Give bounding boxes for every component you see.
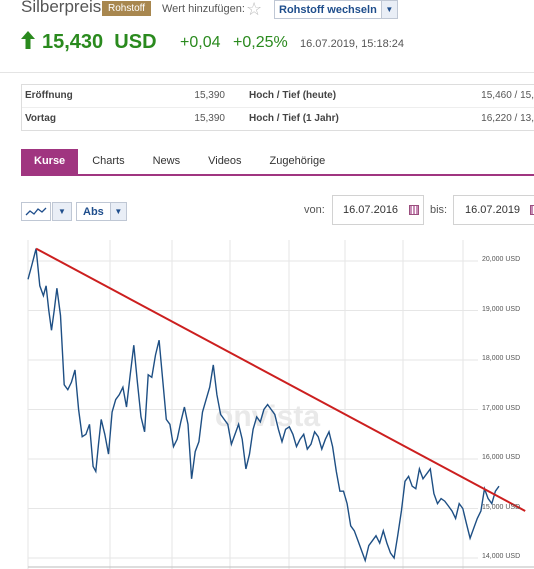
price-change: +0,04	[180, 34, 221, 51]
tab-charts[interactable]: Charts	[92, 155, 125, 167]
tab-related[interactable]: Zugehörige	[269, 155, 326, 167]
to-date-input[interactable]: 16.07.2019	[453, 195, 534, 225]
stat-label: Hoch / Tief (heute)	[249, 90, 337, 101]
star-icon[interactable]: ☆	[246, 0, 263, 19]
table-row: Eröffnung 15,390 Hoch / Tief (heute) 15,…	[22, 85, 534, 107]
price-value: 15,430	[42, 31, 104, 53]
arrow-up-icon	[21, 31, 35, 49]
price-change-percent: +0,25%	[233, 34, 288, 51]
y-tick-label: 15,000 USD	[482, 503, 521, 511]
category-badge: Rohstoff	[102, 1, 152, 16]
chart-type-dropdown[interactable]	[21, 202, 51, 221]
y-tick-label: 18,000 USD	[482, 355, 521, 362]
commodity-switch-dropdown[interactable]: Rohstoff wechseln ▼	[274, 0, 398, 19]
add-to-watchlist-label: Wert hinzufügen:	[162, 3, 245, 15]
from-date-input[interactable]: 16.07.2016	[332, 195, 424, 225]
chevron-down-icon[interactable]: ▼	[380, 1, 397, 18]
price-timestamp: 16.07.2019, 15:18:24	[300, 38, 404, 50]
y-tick-label: 20,000 USD	[482, 256, 521, 263]
to-label: bis:	[430, 204, 448, 216]
trend-line	[35, 247, 526, 512]
to-date-value: 16.07.2019	[465, 204, 521, 216]
scale-dropdown[interactable]: Abs ▼	[76, 202, 127, 221]
price-currency: USD	[114, 31, 157, 53]
from-label: von:	[304, 204, 325, 216]
table-row: Vortag 15,390 Hoch / Tief (1 Jahr) 16,22…	[22, 107, 534, 130]
stat-value: 15,390	[194, 90, 225, 101]
stat-label: Vortag	[25, 113, 56, 124]
stat-value: 15,390	[194, 113, 225, 124]
stats-table: Eröffnung 15,390 Hoch / Tief (heute) 15,…	[21, 84, 534, 131]
price-chart[interactable]	[0, 230, 534, 569]
y-tick-label: 14,000 USD	[482, 553, 521, 560]
tab-bar: Kurse Charts News Videos Zugehörige	[21, 149, 534, 176]
calendar-icon[interactable]	[409, 205, 419, 215]
stat-label: Hoch / Tief (1 Jahr)	[249, 113, 339, 124]
y-tick-label: 16,000 USD	[482, 454, 521, 461]
tab-kurse[interactable]: Kurse	[21, 149, 79, 174]
stat-label: Eröffnung	[25, 90, 73, 101]
stat-value: 16,220 / 13,	[481, 113, 534, 124]
line-chart-icon	[25, 207, 47, 216]
stat-value: 15,460 / 15,	[481, 90, 534, 101]
scale-label: Abs	[83, 205, 104, 218]
chevron-down-icon[interactable]: ▼	[52, 202, 72, 221]
tab-news[interactable]: News	[152, 155, 181, 167]
price-series-line	[27, 248, 500, 563]
from-date-value: 16.07.2016	[343, 204, 399, 216]
tab-videos[interactable]: Videos	[208, 155, 242, 167]
y-tick-label: 19,000 USD	[482, 305, 521, 313]
y-tick-label: 17,000 USD	[482, 404, 521, 412]
calendar-icon[interactable]	[530, 205, 534, 215]
commodity-switch-label: Rohstoff wechseln	[279, 3, 377, 16]
page-title: Silberpreis	[21, 0, 102, 16]
price-display: 15,430 USD	[42, 31, 157, 54]
divider	[0, 72, 534, 73]
chevron-down-icon[interactable]: ▼	[109, 203, 126, 220]
